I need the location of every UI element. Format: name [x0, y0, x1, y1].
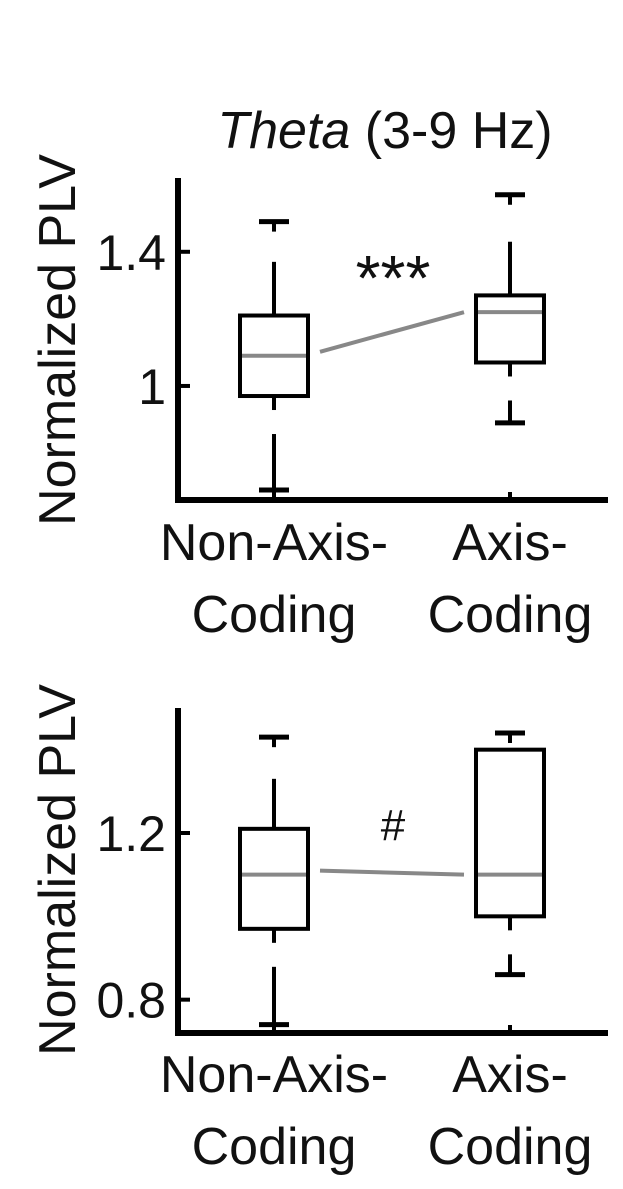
y-tick-label: 1.2: [96, 806, 166, 862]
x-tick-label-line1: Axis-: [452, 514, 568, 572]
theta-panel: Theta (3-9 Hz) Normalized PLV 1.4 1 Non-Axis…: [29, 102, 608, 644]
lower-panel: Normalized PLV 1.2 0.8 Non-Axis- Coding Axis-…: [29, 684, 608, 1176]
x-tick-label-line2: Coding: [192, 1118, 357, 1176]
significance-marker: ***: [356, 242, 431, 314]
y-tick-label: 1.4: [96, 225, 166, 281]
box-non-axis-coding: [238, 734, 310, 1028]
median-connector: [319, 868, 465, 877]
box-axis-coding: [474, 192, 546, 426]
chart-title-italic: Theta: [217, 102, 350, 160]
x-tick-label-line1: Axis-: [452, 1046, 568, 1104]
y-axis-label: Normalized PLV: [29, 684, 87, 1056]
y-axis-label: Normalized PLV: [29, 154, 87, 526]
x-tick-label-line2: Coding: [428, 1118, 593, 1176]
box-non-axis-coding: [238, 219, 310, 493]
box-axis-coding: [474, 730, 546, 978]
interquartile-box: [474, 747, 546, 919]
x-tick-label-line1: Non-Axis-: [160, 1046, 388, 1104]
x-tick-label-line2: Coding: [192, 586, 357, 644]
y-tick-label: 0.8: [96, 973, 166, 1029]
x-tick-label-line1: Non-Axis-: [160, 514, 388, 572]
chart-title: Theta (3-9 Hz): [217, 102, 552, 160]
median-connector: [319, 310, 465, 354]
y-tick-label: 1: [138, 359, 166, 415]
interquartile-box: [238, 826, 310, 931]
interquartile-box: [474, 293, 546, 365]
significance-marker: #: [381, 801, 406, 850]
x-tick-label-line2: Coding: [428, 586, 593, 644]
chart-title-rest: (3-9 Hz): [350, 102, 552, 160]
